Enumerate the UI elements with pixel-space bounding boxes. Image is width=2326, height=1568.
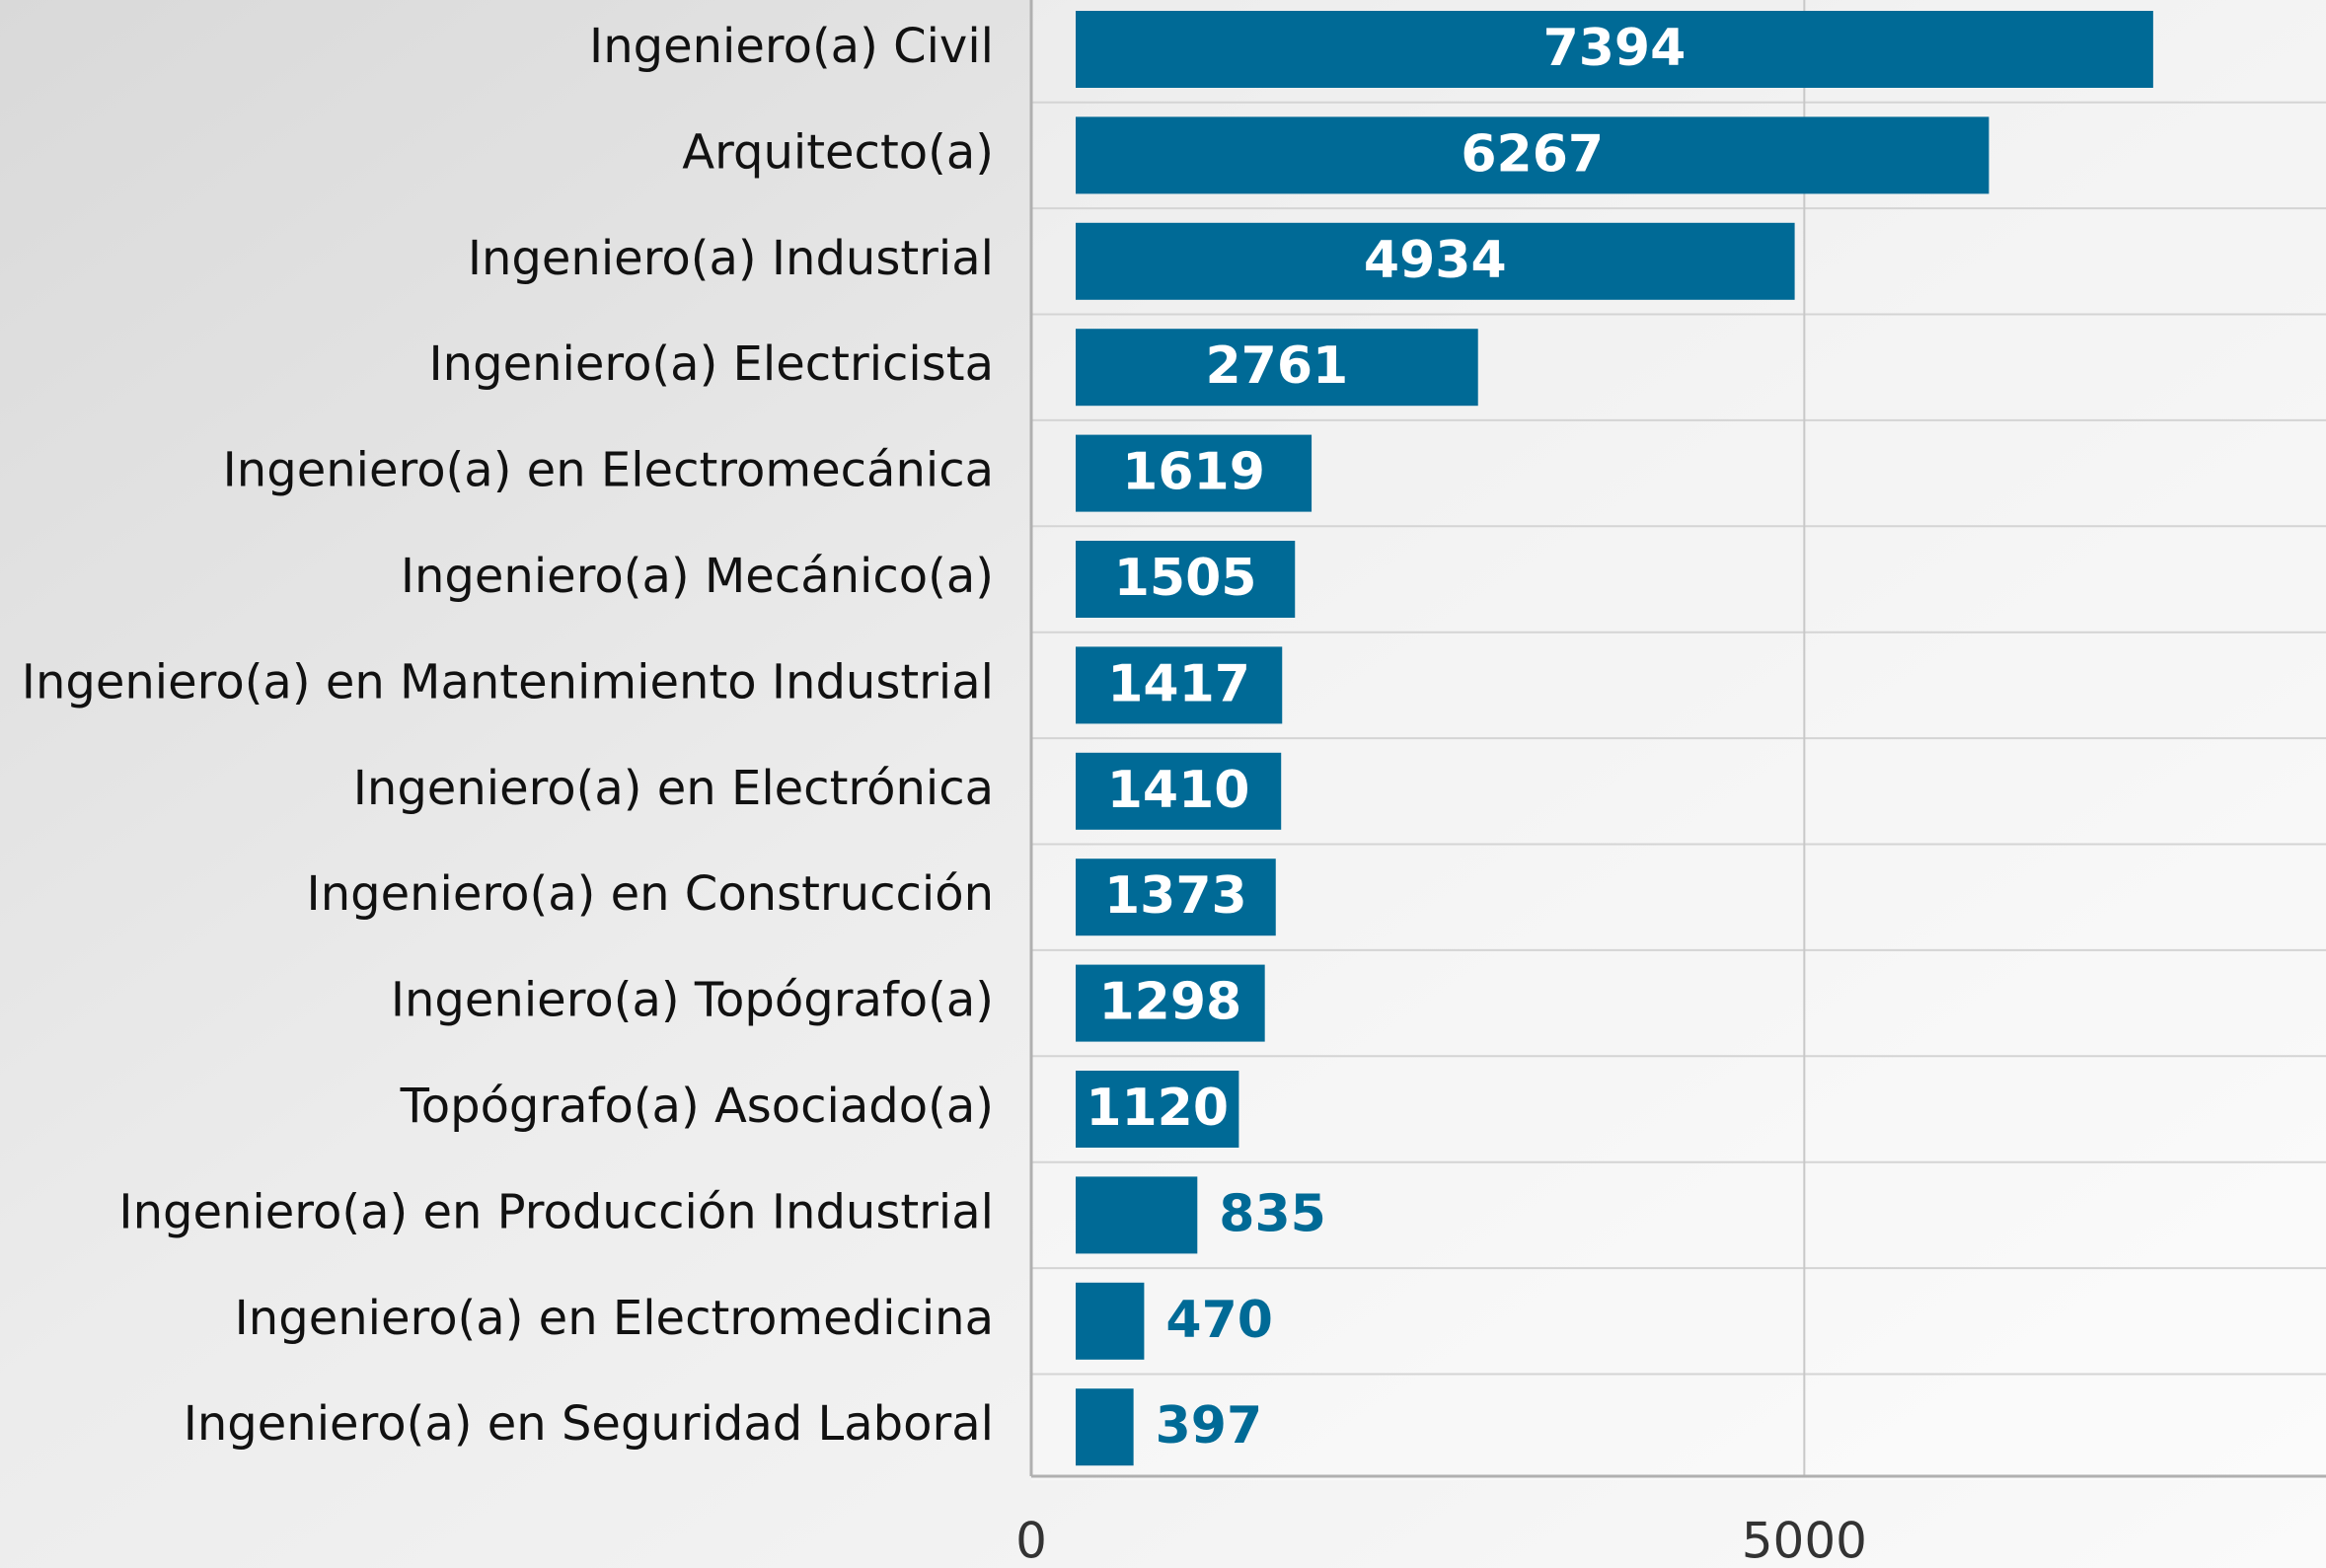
value-label: 1120 (1086, 1079, 1229, 1138)
category-label: Arquitecto(a) (682, 124, 994, 180)
bar (1076, 1283, 1144, 1360)
category-label: Ingeniero(a) Topógrafo(a) (391, 973, 994, 1028)
value-label: 2761 (1205, 336, 1348, 396)
value-label: 1505 (1114, 549, 1257, 608)
bar (1076, 1176, 1197, 1253)
value-label: 1417 (1107, 654, 1250, 713)
category-label: Ingeniero(a) en Producción Industrial (118, 1184, 994, 1239)
x-tick-label: 0 (1015, 1513, 1047, 1568)
chart: 0 5000 Ingeniero(a) Civil 7394 Arquitecto(a)… (0, 0, 2326, 1568)
bar (1076, 1388, 1134, 1465)
value-label: 1298 (1098, 973, 1241, 1032)
category-label: Ingeniero(a) en Electrónica (353, 761, 994, 816)
category-label: Ingeniero(a) en Construcción (307, 866, 994, 922)
category-label: Ingeniero(a) en Seguridad Laboral (184, 1396, 994, 1452)
value-label: 1373 (1104, 866, 1247, 926)
plot-area (1031, 0, 2326, 1480)
value-label: 470 (1165, 1291, 1273, 1350)
category-label: Ingeniero(a) en Electromedicina (235, 1291, 994, 1346)
value-label: 1410 (1107, 761, 1250, 820)
value-label: 835 (1219, 1184, 1326, 1243)
value-label: 397 (1156, 1396, 1263, 1456)
value-label: 1619 (1122, 443, 1265, 502)
category-label: Ingeniero(a) en Electromecánica (223, 443, 994, 498)
x-tick-label: 5000 (1742, 1513, 1867, 1568)
value-label: 4934 (1364, 231, 1507, 290)
category-label: Ingeniero(a) Industrial (468, 231, 994, 286)
category-label: Ingeniero(a) Electricista (429, 336, 994, 392)
category-label: Ingeniero(a) Mecánico(a) (401, 549, 994, 604)
category-label: Topógrafo(a) Asociado(a) (400, 1079, 994, 1134)
value-label: 7394 (1543, 19, 1687, 78)
category-label: Ingeniero(a) en Mantenimiento Industrial (22, 654, 994, 709)
value-label: 6267 (1461, 124, 1604, 184)
category-label: Ingeniero(a) Civil (589, 19, 994, 74)
